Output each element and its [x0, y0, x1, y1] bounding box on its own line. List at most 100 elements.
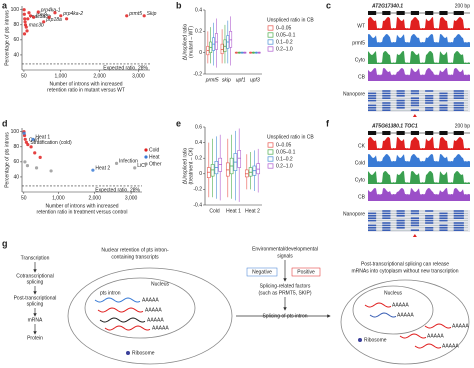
point — [47, 15, 51, 19]
read-block — [453, 222, 464, 224]
legend-swatch — [267, 39, 274, 45]
y-tick-label: 40 — [13, 174, 19, 180]
legend-swatch — [144, 148, 148, 152]
y-axis-title: (mutant – WT) — [188, 26, 194, 58]
marker — [412, 234, 417, 237]
point — [49, 169, 53, 173]
x-axis-title: Number of introns with increased — [45, 203, 118, 209]
point-label: mac3b — [29, 22, 44, 28]
y-tick-label: 0.4 — [195, 7, 202, 13]
read-block — [368, 104, 377, 107]
flow-step: Post-transcriptional — [14, 295, 57, 301]
read-block — [396, 222, 405, 224]
read-block — [368, 229, 377, 231]
read-block — [396, 95, 405, 97]
read-block — [453, 227, 464, 229]
read-block — [439, 95, 448, 97]
intron-label: pts intron — [100, 290, 121, 296]
coverage — [368, 17, 470, 30]
point — [53, 11, 57, 15]
poly-a: AAAAA — [152, 325, 169, 331]
point — [27, 11, 31, 15]
exon — [368, 131, 377, 135]
y-tick-label: -0.2 — [193, 71, 202, 77]
legend-label: 0.05–0.1 — [276, 149, 296, 155]
point — [42, 20, 46, 24]
track-label: WT — [357, 23, 365, 29]
read-block — [439, 109, 448, 111]
read-block — [453, 95, 464, 97]
point — [32, 15, 36, 19]
read-block — [439, 215, 448, 217]
x-tick-label: 3,000 — [132, 73, 145, 79]
coverage — [368, 137, 470, 150]
point — [26, 142, 30, 147]
inhibit-box — [246, 267, 278, 277]
point-label: Stratification (cold) — [30, 140, 72, 146]
read-block — [396, 90, 405, 92]
x-axis-title: retention ratio in treatment versus cont… — [37, 209, 128, 215]
ribosome — [126, 351, 130, 355]
box — [223, 39, 227, 52]
exon — [453, 131, 464, 135]
legend-swatch — [267, 163, 274, 169]
read-block — [410, 90, 419, 92]
read-block — [439, 227, 448, 229]
point — [29, 145, 33, 149]
transcript — [424, 323, 452, 329]
read-block — [439, 104, 448, 107]
read-block — [396, 210, 405, 212]
x-tick-label: upf3 — [250, 77, 260, 83]
coverage — [368, 68, 470, 81]
poly-a: AAAAA — [142, 297, 159, 303]
coverage — [368, 51, 470, 64]
x-tick-label: 2,000 — [88, 195, 101, 201]
transcript — [399, 333, 427, 339]
point-label: Heat 1 — [35, 135, 50, 141]
legend-swatch — [144, 162, 148, 166]
point-label: prmt5 — [128, 11, 142, 17]
x-axis-title: retention ratio in mutant versus WT — [47, 87, 125, 93]
point-label: Skip — [147, 11, 157, 17]
legend-label: 0–0.05 — [276, 142, 292, 148]
read-block — [439, 99, 448, 102]
point — [28, 14, 33, 18]
read-block — [425, 109, 434, 111]
x-tick-label: skip — [222, 77, 231, 83]
read-block — [382, 104, 391, 107]
y-tick-label: 80 — [13, 144, 19, 150]
point — [23, 20, 27, 24]
read-block — [410, 222, 419, 224]
flow-step: Protein — [27, 335, 43, 341]
legend-swatch — [267, 25, 274, 31]
cell-title: Nuclear retention of pts intron- — [101, 247, 169, 253]
panel-label: e — [176, 118, 181, 128]
y-tick-label: 0.6 — [195, 124, 202, 130]
poly-a: AAAAA — [442, 343, 459, 349]
x-tick-label: Heat 1 — [226, 208, 241, 214]
read-block — [382, 224, 391, 227]
read-block — [453, 92, 464, 95]
legend-label: Cold — [149, 147, 160, 153]
point-label: prp18a — [45, 17, 62, 23]
nucleus-label: Nucleus — [151, 281, 170, 287]
legend-swatch — [144, 155, 148, 159]
read-block — [410, 217, 419, 219]
point — [24, 25, 28, 29]
panel-label: b — [176, 0, 182, 10]
x-tick-label: 50 — [21, 73, 27, 79]
scale-label: 200 bp — [455, 3, 471, 9]
point-label: Heat 2 — [95, 165, 110, 171]
point — [91, 168, 95, 172]
read-block — [382, 222, 391, 224]
point — [23, 137, 27, 141]
transcript — [99, 317, 146, 323]
coverage — [368, 171, 470, 184]
read-block — [368, 227, 377, 229]
read-block — [396, 92, 405, 95]
poly-a: AAAAA — [145, 307, 162, 313]
reference-label: Expected ratio, 28% — [103, 65, 148, 71]
point — [23, 17, 27, 21]
read-block — [425, 102, 434, 104]
ribosome — [358, 338, 362, 342]
